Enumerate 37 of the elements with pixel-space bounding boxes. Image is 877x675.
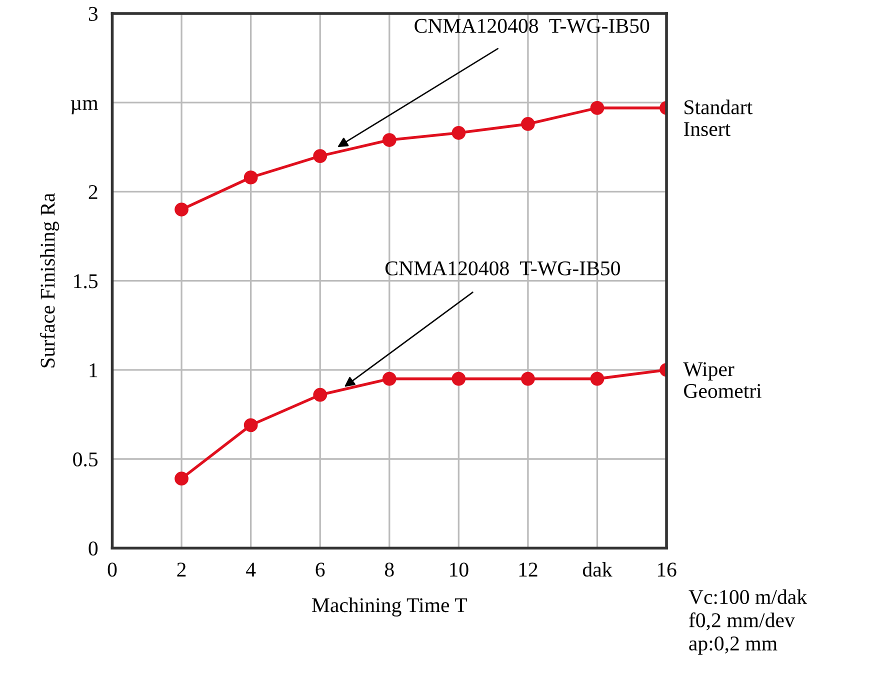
x-tick-label: 8 [384,562,394,577]
x-tick-label: 0 [108,562,117,577]
x-axis-title: Machining Time T [312,598,467,616]
series-label: Wiper Geometri [683,362,762,398]
annotation: CNMA120408 T-WG-IB50 [385,261,620,276]
point [382,372,396,386]
y-tick-label: 1.5 [74,274,98,288]
y-axis-title: Surface Finishing Ra [40,193,60,368]
x-tick-label: 16 [658,562,676,577]
point [452,372,466,386]
y-tick-label: µm [70,100,98,114]
point [244,170,258,184]
y-tick-label: 2 [88,185,98,199]
point [382,133,396,147]
x-tick-label: 6 [316,562,325,577]
point [521,117,535,131]
y-tick-label: 1 [90,363,98,378]
text: Vc:100 m/dak f0,2 mm/dev ap:0,2 mm [688,589,808,655]
y-tick-label: 0 [88,541,98,556]
x-tick-label: 10 [450,562,468,577]
y-tick-label: 0.5 [73,452,98,467]
point [313,149,328,164]
x-tick-label: 4 [246,562,256,576]
point [313,388,328,402]
annotation: CNMA120408 T-WG-IB50 [414,18,650,34]
series-label: Standart Insert [684,100,752,136]
x-tick-label: dak [582,562,612,577]
point [174,202,188,216]
point [452,126,466,140]
point [590,101,604,115]
point [521,372,535,386]
x-tick-label: 12 [519,562,538,576]
point [590,372,604,386]
y-tick-label: 3 [88,6,98,21]
x-tick-label: 2 [177,562,186,576]
point [174,472,188,486]
point [244,418,258,432]
